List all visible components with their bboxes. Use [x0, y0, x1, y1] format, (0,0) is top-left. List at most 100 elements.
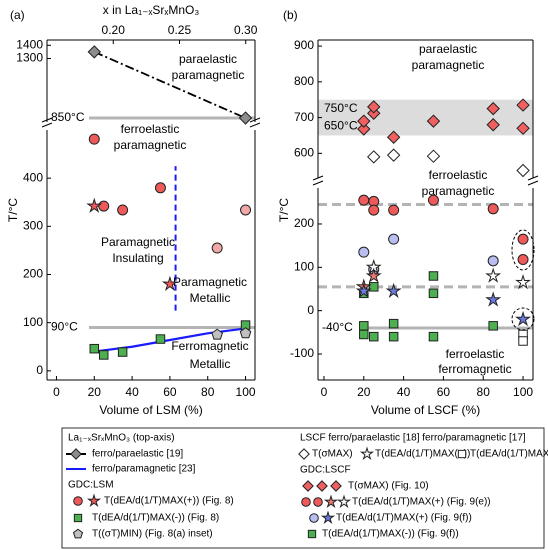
x2-tick-label: 0.20 [102, 23, 126, 37]
marker-star [365, 267, 382, 283]
x-tick-label: 40 [125, 385, 139, 399]
legend-marker [309, 513, 319, 523]
legend-marker [313, 497, 323, 507]
x-tick-label: 60 [163, 385, 177, 399]
marker-star [385, 282, 402, 298]
x2-axis-label: x in La₁₋ₓSrₓMnO₃ [103, 3, 200, 17]
axis-break [312, 180, 324, 186]
y-tick-label: 100 [23, 315, 43, 329]
legend-marker [302, 480, 314, 492]
axis-break [527, 175, 539, 181]
legend-marker [320, 510, 336, 525]
annotation: paramagnetic [422, 184, 495, 198]
marker-circle [240, 204, 252, 216]
axis-break [249, 122, 261, 128]
legend-label: T(dEA/d(1/T)MAX(-)[17] [470, 449, 548, 460]
marker-circle [388, 233, 400, 245]
axis-break [312, 175, 324, 181]
marker-star [161, 275, 178, 291]
marker-square [368, 331, 379, 342]
legend-label: T(dEA/d(1/T)MAX(+) (Fig. 9(e)) [352, 497, 491, 508]
legend-marker [72, 528, 84, 539]
marker-circle [487, 203, 499, 215]
marker-square [155, 334, 166, 344]
legend-label: T(dEA/d(1/T)MAX(+)) (Fig. 8) [104, 496, 234, 507]
legend-label: T(dEA/d(1/T)MAX(+) (Fig. 9(f)) [336, 513, 472, 524]
marker-circle [427, 194, 439, 206]
axis-break [527, 180, 539, 186]
marker-diamond [486, 101, 500, 116]
marker-diamond [357, 114, 371, 128]
panel-label: (b) [283, 8, 298, 22]
marker-star [355, 282, 372, 298]
y-tick-label: 300 [23, 219, 43, 233]
reference-label: 90°C [51, 320, 78, 334]
annotation: paramagnetic [172, 68, 245, 82]
legend-marker [457, 449, 467, 459]
marker-star [485, 267, 502, 283]
marker-circle [154, 182, 166, 194]
legend-box [61, 427, 545, 549]
legend-label: T((σT)MIN) (Fig. 8(a) inset) [92, 529, 213, 540]
marker-star [485, 291, 502, 307]
band-label: 650°C [324, 119, 358, 133]
y-tick-label: 200 [294, 216, 314, 230]
x-tick-label: 80 [477, 385, 491, 399]
legend-label: La₁₋ₓSrₓMnO₃ (top-axis) [68, 433, 175, 444]
y-axis-label: T/°C [277, 198, 291, 222]
legend-marker [73, 513, 83, 523]
marker-circle [368, 204, 380, 216]
marker-square [428, 288, 439, 299]
legend-label: T(dEA/d(1/T)MAX(-)) (Fig. 8) [92, 513, 219, 524]
legend-marker [73, 496, 83, 506]
annotation: ferroelastic [429, 168, 488, 182]
marker-circle [211, 242, 223, 254]
legend-marker [323, 494, 339, 509]
annotation: Paramagnetic [101, 235, 175, 249]
marker-square [117, 347, 128, 357]
annotation: paraelastic [419, 42, 477, 56]
y-tick-label: 0 [36, 363, 43, 377]
marker-circle [517, 233, 529, 245]
legend-label: ferro/paraelastic [19] [92, 449, 183, 460]
x-tick-label: 100 [236, 385, 256, 399]
x-tick-label: 60 [437, 385, 451, 399]
marker-square [359, 321, 369, 331]
marker-diamond [238, 111, 253, 125]
legend-marker [86, 493, 102, 508]
marker-diamond [516, 98, 530, 112]
marker-diamond [87, 45, 101, 59]
y-tick-label: -100 [290, 346, 314, 360]
x-tick-label: 0 [321, 385, 328, 399]
reference-label: -40°C [322, 320, 353, 334]
marker-square [428, 271, 439, 281]
legend-marker [70, 448, 82, 460]
y-tick-label: 200 [23, 267, 43, 281]
marker-circle [117, 204, 129, 216]
marker-circle [358, 246, 370, 258]
marker-square [89, 343, 100, 354]
annotation: ferroelastic [121, 122, 180, 136]
marker-pentagon [239, 327, 252, 339]
legend-label: T(dEA/d(1/T)MAX(+)) [375, 449, 470, 460]
marker-diamond [426, 114, 441, 128]
annotation: ferroelastic [446, 347, 505, 361]
marker-star [86, 197, 103, 213]
marker-diamond [516, 163, 530, 178]
y-tick-label: 400 [23, 170, 43, 184]
legend-label: T(σMAX) [312, 449, 353, 460]
legend-marker [359, 446, 375, 461]
marker-diamond [386, 148, 401, 162]
x-tick-label: 100 [513, 385, 533, 399]
highlight-ellipse [511, 307, 535, 331]
marker-diamond [357, 122, 371, 136]
marker-diamond [367, 100, 381, 114]
x2-tick-label: 0.25 [168, 23, 192, 37]
axis-break [249, 117, 261, 123]
reference-label: 850°C [51, 110, 85, 124]
band-label: 750°C [324, 101, 358, 115]
legend-marker [330, 480, 342, 492]
marker-circle [487, 255, 499, 267]
x-axis-label: Volume of LSCF (%) [371, 403, 480, 417]
